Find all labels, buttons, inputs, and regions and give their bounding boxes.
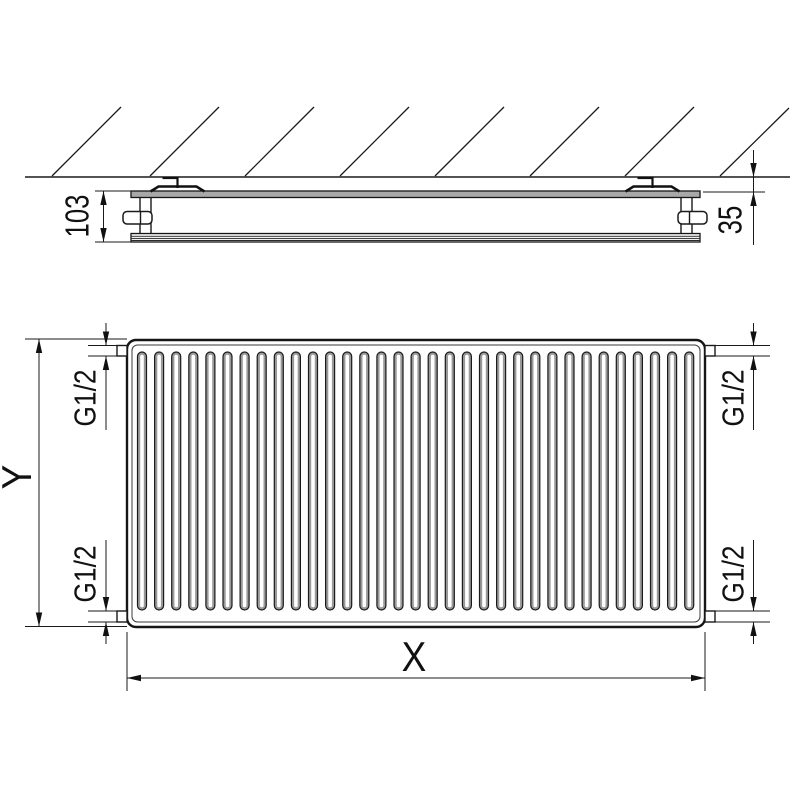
connection-stub-bottom-right [704, 610, 716, 623]
rib-groove [396, 354, 401, 608]
rib-groove [465, 354, 469, 608]
arrow-up-icon [750, 622, 757, 636]
rib-groove [225, 354, 230, 608]
rib-groove [362, 354, 367, 608]
arrow-up-icon [750, 192, 757, 206]
connection-thread-label-top-right: G1/2 [715, 369, 751, 427]
right-connection-nipple [677, 210, 708, 225]
depth-dimension [95, 190, 133, 243]
rib-groove [601, 354, 606, 608]
rib-groove [328, 354, 332, 608]
rib-groove [448, 354, 452, 608]
height-dimension [25, 338, 127, 627]
arrow-down-icon [750, 331, 757, 346]
right-mounting-bracket [624, 176, 681, 193]
rib-groove [140, 354, 144, 608]
rib-groove [670, 354, 674, 608]
rib-groove [242, 354, 247, 608]
rib-groove [584, 354, 589, 608]
connection-thread-label-bottom-left: G1/2 [67, 545, 103, 603]
arrow-up-icon [102, 622, 110, 636]
connection-dimension-bottom-left [88, 540, 127, 644]
front-panel-profile-lines [131, 235, 700, 241]
rib-groove [619, 354, 623, 608]
radiator-front-view [116, 338, 716, 629]
rib-groove [311, 354, 315, 608]
connection-stub-top-left [116, 344, 128, 357]
rib-groove [567, 354, 572, 608]
front-panel [130, 232, 701, 243]
connection-thread-label-top-left: G1/2 [67, 369, 103, 427]
arrow-up-icon [100, 191, 107, 205]
left-mounting-bracket [149, 176, 206, 193]
rib-groove [294, 354, 298, 608]
connection-dimension-top-right [705, 323, 770, 430]
connection-thread-label-bottom-right: G1/2 [715, 545, 751, 603]
connection-stub-top-right [704, 344, 716, 357]
rib-groove [379, 354, 384, 608]
rib-groove [499, 354, 503, 608]
radiator-side-view [122, 176, 708, 243]
rib-groove [533, 354, 538, 608]
rib-groove [277, 354, 281, 608]
arrow-up-icon [35, 339, 43, 353]
rib-groove [345, 354, 349, 608]
arrow-down-icon [35, 612, 43, 627]
wall-distance-dimension-label: 35 [711, 205, 749, 235]
connection-dimension-top-left [88, 323, 127, 430]
rib-groove [482, 354, 486, 608]
depth-dimension-label: 103 [58, 194, 96, 238]
arrow-up-icon [750, 356, 757, 370]
connection-stub-bottom-left [116, 610, 128, 623]
wall-section [25, 106, 790, 178]
arrow-right-icon [691, 674, 705, 682]
arrow-left-icon [127, 674, 141, 682]
wall-hatching [51, 106, 790, 177]
arrow-down-icon [750, 597, 757, 611]
rear-panel [130, 190, 701, 199]
left-connection-nipple [122, 210, 153, 225]
rib-groove [516, 354, 520, 608]
corrugated-ribs [136, 351, 695, 611]
rib-groove [687, 354, 691, 608]
radiator-body-inner-edge [131, 344, 701, 623]
rib-groove [636, 354, 640, 608]
arrow-down-icon [102, 331, 110, 346]
rib-groove [550, 354, 555, 608]
wall-gap-dimension [703, 150, 765, 245]
rib-groove [413, 354, 418, 608]
rib-groove [259, 354, 264, 608]
arrow-up-icon [102, 356, 110, 370]
rib-groove [191, 354, 196, 608]
rib-groove [430, 354, 435, 608]
arrow-down-icon [750, 163, 757, 177]
arrow-down-icon [100, 228, 107, 242]
height-dimension-label: Y [0, 465, 40, 490]
rib-groove [208, 354, 213, 608]
rib-groove [157, 354, 161, 608]
width-dimension-label: X [401, 633, 427, 680]
arrow-down-icon [102, 597, 110, 611]
connection-dimension-bottom-right [705, 540, 770, 644]
width-dimension [126, 632, 706, 691]
rib-groove [653, 354, 657, 608]
rib-groove [174, 354, 178, 608]
